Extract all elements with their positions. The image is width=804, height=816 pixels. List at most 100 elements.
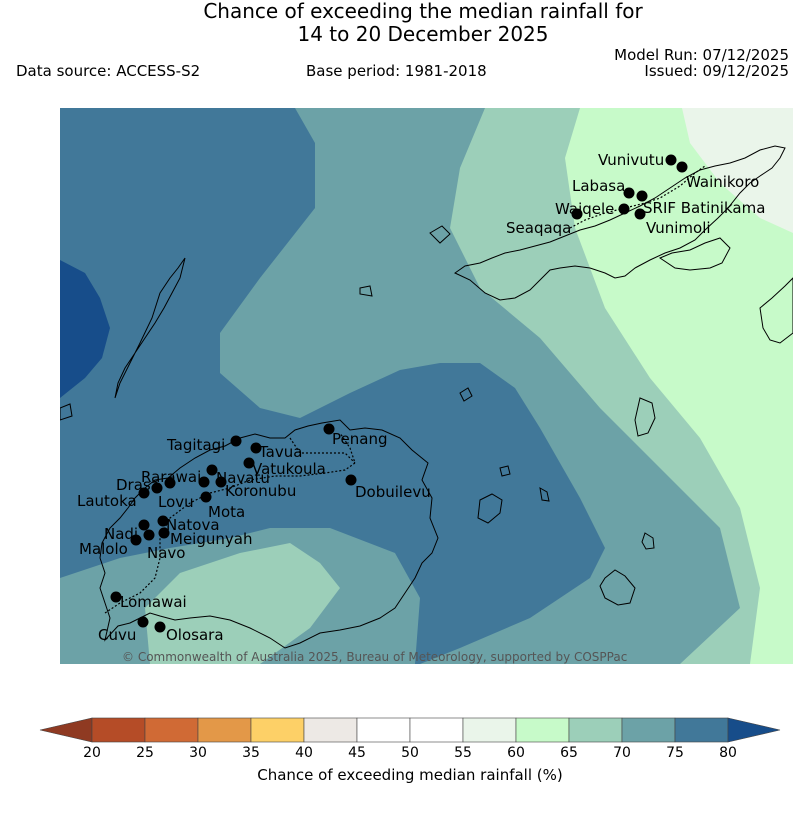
- vanua-levu-coastline: [454, 145, 786, 301]
- colorbar-tick-label: 25: [136, 745, 154, 761]
- town-label: Vunivutu: [598, 151, 664, 169]
- town-label: Malolo: [79, 540, 128, 558]
- town-marker: [110, 591, 122, 603]
- town-label: Meigunyah: [170, 530, 252, 548]
- town-penang: Penang: [323, 423, 387, 448]
- colorbar-bin: [727, 717, 781, 743]
- colorbar-bin: [515, 717, 570, 743]
- colorbar-bin: [409, 717, 464, 743]
- town-vunivutu: Vunivutu: [598, 151, 677, 169]
- copyright-notice: © Commonwealth of Australia 2025, Bureau…: [122, 650, 627, 664]
- colorbar-bin: [197, 717, 252, 743]
- town-marker: [143, 529, 155, 541]
- island-coastline: [429, 225, 451, 244]
- town-koronubu: Koronubu: [198, 476, 296, 500]
- town-label: Vunimoli: [646, 219, 711, 237]
- town-marker: [636, 190, 648, 202]
- island-coastline: [499, 465, 511, 477]
- colorbar-tick-label: 50: [401, 745, 419, 761]
- town-meigunyah: Meigunyah: [158, 527, 252, 548]
- vanua-levu-boundary: [569, 165, 706, 229]
- island-coastline: [359, 285, 373, 297]
- colorbar-bin: [568, 717, 623, 743]
- colorbar-tick-label: 65: [560, 745, 578, 761]
- town-marker: [154, 621, 166, 633]
- town-lautoka: Lautoka: [77, 487, 150, 510]
- zone-75-80-west: [60, 108, 605, 664]
- rainfall-map: Vunivutu Wainikoro Labasa Waiqele SRIF Batin…: [60, 108, 793, 664]
- town-navatu: Navatu: [215, 469, 270, 488]
- island-coastline: [459, 387, 473, 402]
- town-marker: [345, 474, 357, 486]
- rainfall-map-canvas: Vunivutu Wainikoro Labasa Waiqele SRIF Batin…: [60, 108, 793, 664]
- town-label: Drasa: [116, 476, 160, 494]
- town-label: Lovu: [158, 493, 194, 511]
- town-label: Rarawai: [141, 468, 201, 486]
- colorbar-tick-label: 30: [189, 745, 207, 761]
- island-coastline: [599, 569, 636, 606]
- town-dobuilevu: Dobuilevu: [345, 474, 431, 501]
- colorbar-tick-label: 35: [242, 745, 260, 761]
- town-label: Lautoka: [77, 492, 137, 510]
- colorbar-tick-label: 45: [348, 745, 366, 761]
- town-marker: [634, 208, 646, 220]
- town-tavua: Tavua: [250, 442, 302, 461]
- viti-levu-coastline: [99, 419, 439, 649]
- town-label: Penang: [332, 430, 387, 448]
- colorbar-bin: [462, 717, 517, 743]
- town-marker: [158, 527, 170, 539]
- town-mota: Mota: [200, 491, 245, 521]
- town-marker: [230, 435, 242, 447]
- town-lomawai: Lomawai: [110, 591, 187, 611]
- zone-65-70-southwest: [145, 543, 340, 664]
- colorbar-bin: [39, 717, 93, 743]
- town-marker: [623, 187, 635, 199]
- town-marker: [137, 616, 149, 628]
- colorbar-bin: [303, 717, 358, 743]
- town-label: Seaqaqa: [506, 219, 571, 237]
- colorbar-tick-label: 40: [295, 745, 313, 761]
- colorbar-tick-label: 70: [613, 745, 631, 761]
- town-marker: [198, 476, 210, 488]
- town-marker: [618, 203, 630, 215]
- town-label: Cuvu: [98, 626, 136, 644]
- town-marker: [157, 515, 169, 527]
- town-label: Labasa: [572, 177, 625, 195]
- island-coastline: [658, 237, 731, 271]
- town-olosara: Olosara: [154, 621, 224, 644]
- island-coastline: [539, 487, 550, 502]
- town-label: SRIF Batinikama: [643, 199, 765, 217]
- map-title-line2: 14 to 20 December 2025: [297, 22, 549, 46]
- colorbar-tick-label: 75: [666, 745, 684, 761]
- town-label: Navo: [147, 544, 185, 562]
- town-malolo: Malolo: [79, 534, 142, 558]
- town-lovu: Lovu: [151, 482, 194, 511]
- colorbar-bin: [674, 717, 729, 743]
- colorbar-tick-label: 20: [83, 745, 101, 761]
- town-marker: [130, 534, 142, 546]
- data-source-label: Data source: ACCESS-S2: [16, 62, 201, 80]
- town-rarawai: Rarawai: [141, 464, 218, 486]
- town-marker: [250, 442, 262, 454]
- colorbar-bin: [356, 717, 411, 743]
- town-vatukoula: Vatukoula: [243, 457, 326, 478]
- town-marker: [151, 482, 163, 494]
- colorbar-bins: [39, 717, 781, 743]
- district-boundaries: [104, 165, 706, 614]
- island-coastline: [641, 532, 655, 550]
- colorbar-bin: [621, 717, 676, 743]
- town-drasa: Drasa: [116, 476, 176, 494]
- town-waiqele: Waiqele: [555, 200, 630, 218]
- coastlines: [60, 145, 793, 649]
- town-label: Tagitagi: [166, 436, 225, 454]
- colorbar-tick-label: 60: [507, 745, 525, 761]
- zone-55-60: [682, 108, 793, 233]
- colorbar-bin: [91, 717, 146, 743]
- colorbar-tick-label: 80: [719, 745, 737, 761]
- base-period-label: Base period: 1981-2018: [306, 62, 487, 80]
- zone-80-plus: [60, 260, 110, 398]
- town-label: Natova: [166, 516, 220, 534]
- town-tagitagi: Tagitagi: [166, 435, 242, 454]
- town-label: Olosara: [166, 626, 224, 644]
- town-marker: [571, 208, 583, 220]
